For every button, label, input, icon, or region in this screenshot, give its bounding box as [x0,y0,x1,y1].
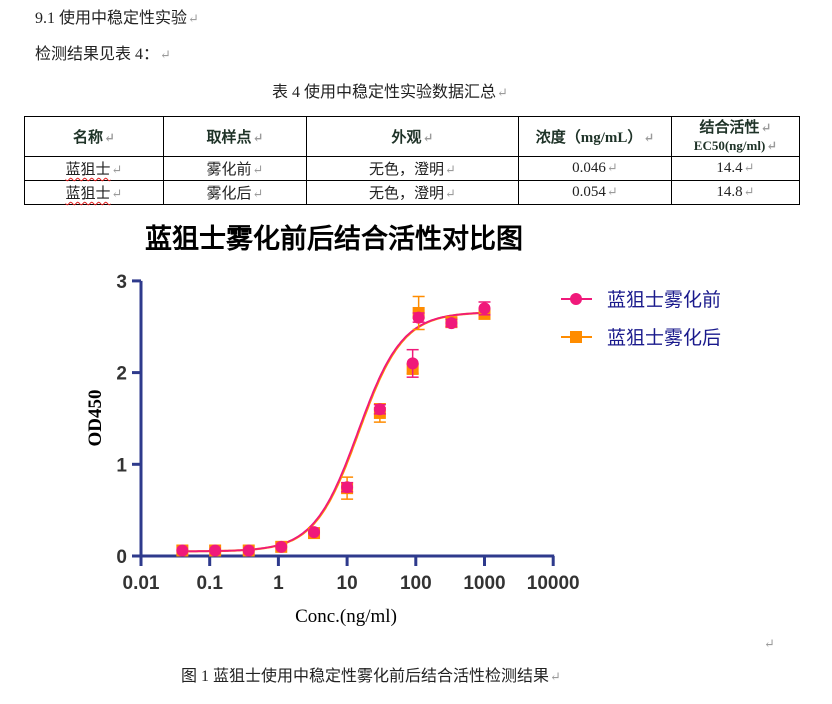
cell-appearance: 无色，澄明↵ [306,156,519,181]
paragraph-mark-icon: ↵ [550,669,561,684]
table-header-row: 名称↵ 取样点↵ 外观↵ 浓度（mg/mL）↵ 结合活性↵ EC50(ng/ml… [24,116,800,157]
circle-marker [445,317,458,330]
cell-sampling-point: 雾化后↵ [163,180,307,205]
table-caption-text: 表 4 使用中稳定性实验数据汇总 [272,84,497,101]
circle-marker [373,403,386,416]
fit-curve [182,311,484,553]
circle-marker [406,357,419,370]
x-tick-label: 0.1 [196,573,223,594]
x-tick-label: 10 [337,573,358,594]
header-name: 名称↵ [24,116,164,157]
x-tick-label: 1000 [463,573,505,594]
x-axis-title: Conc.(ng/ml) [295,606,397,627]
x-tick-label: 1 [273,573,284,594]
legend-label: 蓝狙士雾化前 [607,289,721,311]
intro-text: 检测结果见表 4： [35,46,160,63]
circle-marker-icon [570,293,582,305]
paragraph-mark-icon: ↵ [764,636,775,651]
paragraph-mark-icon: ↵ [160,47,171,62]
cell-ec50: 14.4↵ [671,156,800,181]
x-tick-label: 10000 [527,573,580,594]
fit-line [182,312,484,553]
y-tick-label: 0 [116,547,127,568]
legend-item-after: 蓝狙士雾化后 [561,327,721,349]
legend-label: 蓝狙士雾化后 [607,327,721,349]
cell-name: 蓝狙士↵ [24,180,164,205]
cell-concentration: 0.054↵ [518,180,672,205]
header-binding-activity: 结合活性↵ EC50(ng/ml)↵ [671,116,800,157]
table-caption: 表 4 使用中稳定性实验数据汇总↵ [272,78,508,102]
circle-marker [478,302,491,315]
circle-marker [308,526,321,539]
table-row: 蓝狙士↵ 雾化后↵ 无色，澄明↵ 0.054↵ 14.8↵ [24,180,800,205]
chart-axes: 0 1 2 3 0.01 0.1 1 10 100 1000 10000 [116,272,579,594]
section-heading-text: 9.1 使用中稳定性实验 [35,10,188,27]
chart-legend: 蓝狙士雾化前 蓝狙士雾化后 [561,289,721,349]
circle-marker [341,481,354,494]
y-tick-label: 3 [116,272,127,293]
data-points [176,295,491,557]
header-appearance: 外观↵ [306,116,519,157]
legend-item-before: 蓝狙士雾化前 [561,289,721,311]
intro-paragraph: 检测结果见表 4：↵ [35,40,171,64]
x-tick-label: 0.01 [123,573,160,594]
cell-name: 蓝狙士↵ [24,156,164,181]
y-tick-label: 1 [116,455,127,476]
circle-marker [275,540,288,553]
section-heading: 9.1 使用中稳定性实验↵ [35,4,199,28]
y-tick-label: 2 [116,364,127,385]
figure-caption: 图 1 蓝狙士使用中稳定性雾化前后结合活性检测结果↵ [181,662,561,686]
circle-marker [209,544,222,557]
y-axis-title: OD450 [85,390,106,447]
header-concentration: 浓度（mg/mL）↵ [518,116,672,157]
circle-marker [176,544,189,557]
cell-ec50: 14.8↵ [671,180,800,205]
square-marker-icon [570,331,582,343]
paragraph-mark-icon: ↵ [497,85,508,100]
chart-title: 蓝狙士雾化前后结合活性对比图 [145,224,523,255]
circle-marker [242,544,255,557]
paragraph-mark-icon: ↵ [188,11,199,26]
circle-marker [412,311,425,324]
fit-line [182,311,484,553]
figure-caption-text: 图 1 蓝狙士使用中稳定性雾化前后结合活性检测结果 [181,668,550,685]
x-tick-label: 100 [400,573,432,594]
header-sampling-point: 取样点↵ [163,116,307,157]
results-table: 名称↵ 取样点↵ 外观↵ 浓度（mg/mL）↵ 结合活性↵ EC50(ng/ml… [24,116,800,205]
cell-appearance: 无色，澄明↵ [306,180,519,205]
